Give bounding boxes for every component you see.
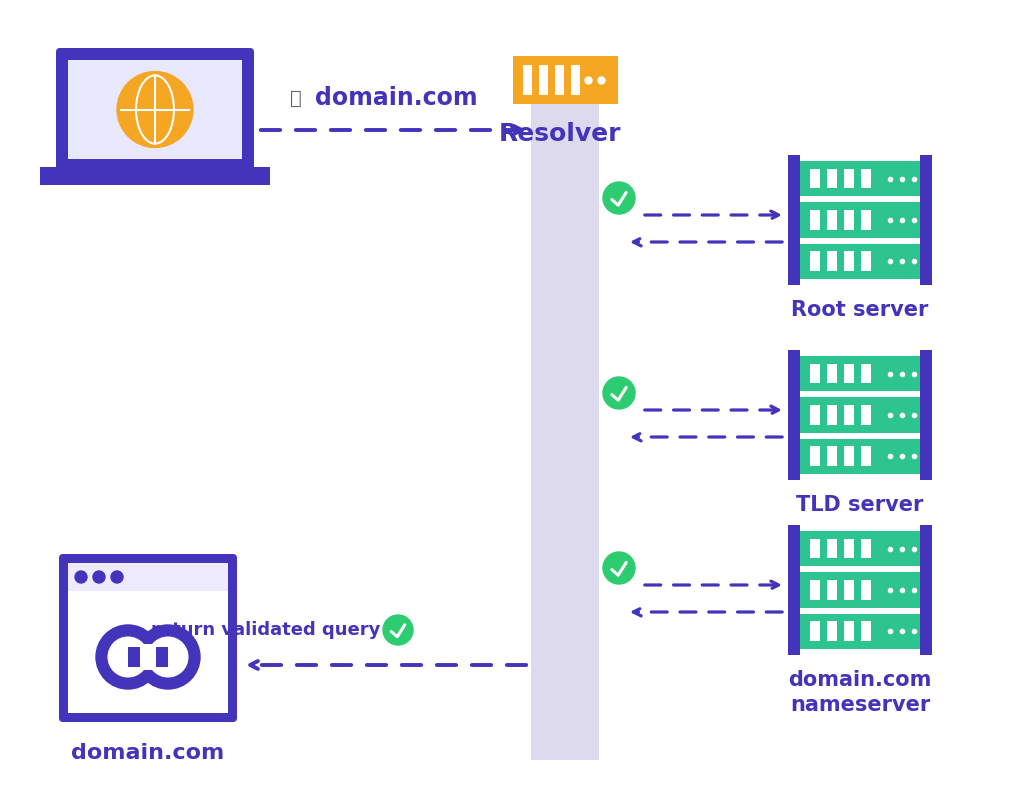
FancyBboxPatch shape	[810, 622, 820, 641]
FancyBboxPatch shape	[844, 446, 854, 466]
FancyBboxPatch shape	[861, 580, 871, 599]
FancyBboxPatch shape	[68, 60, 242, 159]
FancyBboxPatch shape	[844, 622, 854, 641]
FancyBboxPatch shape	[788, 525, 800, 655]
Circle shape	[603, 552, 635, 584]
FancyBboxPatch shape	[827, 622, 837, 641]
Circle shape	[117, 72, 193, 148]
FancyBboxPatch shape	[827, 251, 837, 271]
FancyBboxPatch shape	[920, 525, 932, 655]
Text: 🔍: 🔍	[290, 89, 302, 108]
FancyBboxPatch shape	[59, 554, 237, 722]
FancyBboxPatch shape	[920, 155, 932, 285]
Circle shape	[383, 615, 413, 645]
Circle shape	[93, 571, 105, 583]
Text: Resolver: Resolver	[499, 122, 622, 146]
FancyBboxPatch shape	[800, 531, 920, 567]
FancyBboxPatch shape	[844, 168, 854, 188]
FancyBboxPatch shape	[827, 168, 837, 188]
FancyBboxPatch shape	[800, 397, 920, 433]
FancyBboxPatch shape	[920, 350, 932, 480]
Text: return validated query: return validated query	[151, 621, 380, 639]
FancyBboxPatch shape	[810, 580, 820, 599]
FancyBboxPatch shape	[555, 65, 563, 95]
FancyBboxPatch shape	[861, 405, 871, 425]
FancyBboxPatch shape	[810, 210, 820, 230]
FancyBboxPatch shape	[861, 539, 871, 559]
FancyBboxPatch shape	[810, 251, 820, 271]
FancyBboxPatch shape	[40, 167, 270, 185]
FancyBboxPatch shape	[512, 56, 617, 104]
Circle shape	[96, 625, 160, 689]
FancyBboxPatch shape	[861, 210, 871, 230]
FancyBboxPatch shape	[800, 572, 920, 607]
Circle shape	[111, 571, 123, 583]
FancyBboxPatch shape	[844, 251, 854, 271]
FancyBboxPatch shape	[570, 65, 580, 95]
FancyBboxPatch shape	[827, 580, 837, 599]
FancyBboxPatch shape	[827, 210, 837, 230]
FancyBboxPatch shape	[810, 539, 820, 559]
FancyBboxPatch shape	[861, 622, 871, 641]
FancyBboxPatch shape	[800, 243, 920, 279]
FancyBboxPatch shape	[844, 580, 854, 599]
Text: domain.com: domain.com	[315, 86, 477, 110]
FancyBboxPatch shape	[827, 539, 837, 559]
FancyBboxPatch shape	[140, 644, 156, 670]
Text: domain.com
nameserver: domain.com nameserver	[788, 670, 932, 715]
FancyBboxPatch shape	[128, 647, 168, 667]
FancyBboxPatch shape	[539, 65, 548, 95]
Text: Root server: Root server	[792, 300, 929, 320]
Circle shape	[75, 571, 87, 583]
FancyBboxPatch shape	[56, 48, 254, 171]
FancyBboxPatch shape	[522, 65, 531, 95]
Circle shape	[109, 637, 147, 677]
Circle shape	[603, 377, 635, 409]
FancyBboxPatch shape	[68, 563, 228, 591]
FancyBboxPatch shape	[861, 364, 871, 383]
Circle shape	[136, 625, 200, 689]
FancyBboxPatch shape	[800, 356, 920, 391]
FancyBboxPatch shape	[788, 155, 800, 285]
Text: domain.com: domain.com	[72, 743, 224, 763]
FancyBboxPatch shape	[800, 161, 920, 196]
FancyBboxPatch shape	[800, 614, 920, 649]
FancyBboxPatch shape	[531, 75, 599, 760]
FancyBboxPatch shape	[810, 168, 820, 188]
FancyBboxPatch shape	[810, 405, 820, 425]
Text: TLD server: TLD server	[797, 495, 924, 515]
FancyBboxPatch shape	[827, 364, 837, 383]
FancyBboxPatch shape	[800, 439, 920, 474]
FancyBboxPatch shape	[827, 446, 837, 466]
FancyBboxPatch shape	[844, 364, 854, 383]
Circle shape	[148, 637, 187, 677]
FancyBboxPatch shape	[844, 210, 854, 230]
FancyBboxPatch shape	[810, 364, 820, 383]
FancyBboxPatch shape	[861, 168, 871, 188]
FancyBboxPatch shape	[827, 405, 837, 425]
FancyBboxPatch shape	[844, 405, 854, 425]
FancyBboxPatch shape	[68, 563, 228, 713]
FancyBboxPatch shape	[861, 251, 871, 271]
Circle shape	[603, 182, 635, 214]
FancyBboxPatch shape	[844, 539, 854, 559]
FancyBboxPatch shape	[800, 203, 920, 238]
FancyBboxPatch shape	[810, 446, 820, 466]
FancyBboxPatch shape	[861, 446, 871, 466]
FancyBboxPatch shape	[788, 350, 800, 480]
